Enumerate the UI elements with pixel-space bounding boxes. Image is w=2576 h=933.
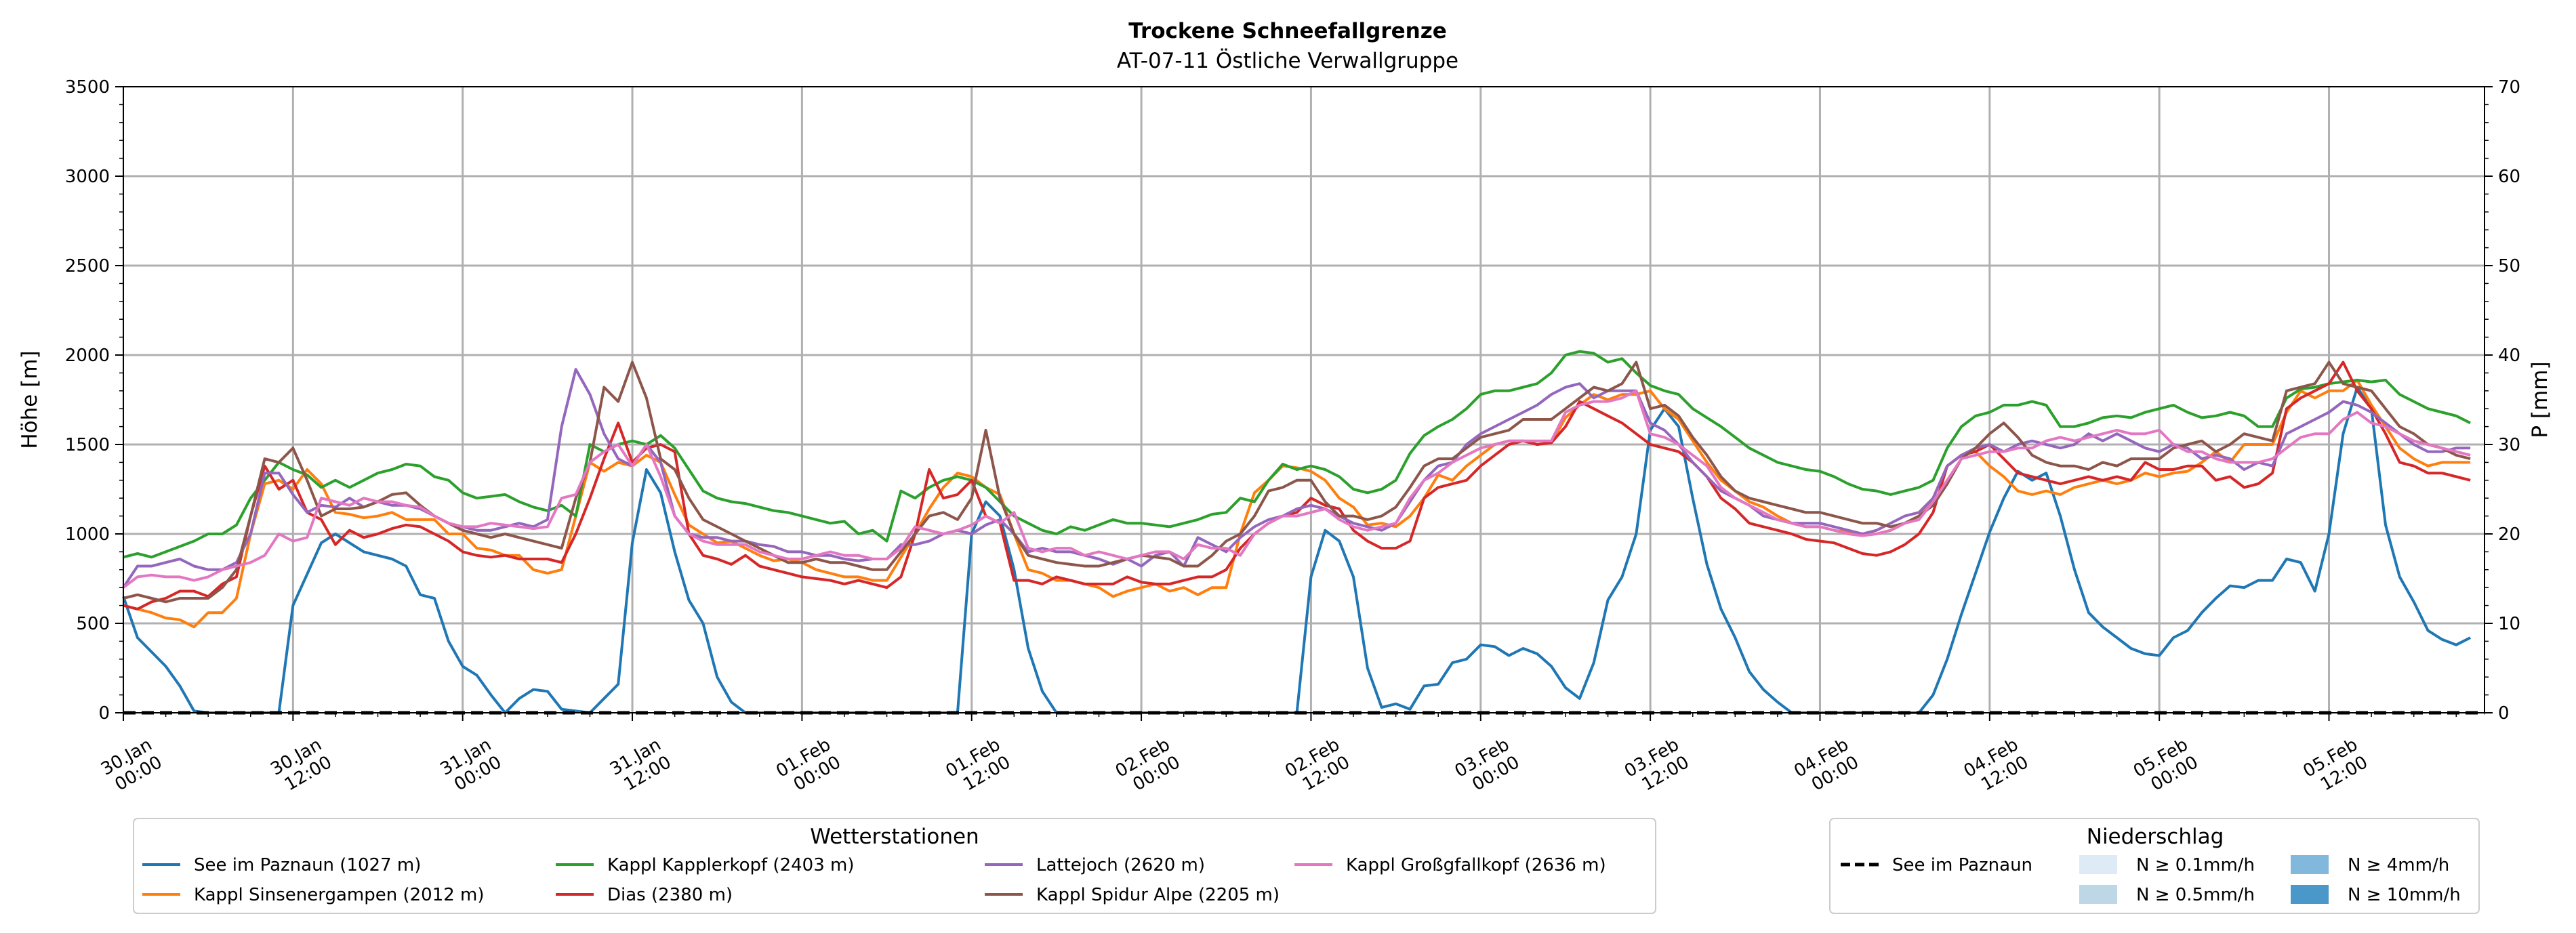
legend-label-6: Kappl Spidur Alpe (2205 m) xyxy=(1036,885,1280,905)
y2-tick-label: 40 xyxy=(2498,346,2520,366)
y-tick-label: 2500 xyxy=(65,256,110,276)
y2-tick-label: 50 xyxy=(2498,256,2520,276)
precip-swatch-2 xyxy=(2079,885,2117,904)
precip-label-3: N ≥ 4mm/h xyxy=(2348,855,2449,875)
precip-label-4: N ≥ 10mm/h xyxy=(2348,885,2461,905)
y-tick-label: 1500 xyxy=(65,435,110,455)
legend-precip-label: See im Paznaun xyxy=(1892,855,2032,875)
precip-label-2: N ≥ 0.5mm/h xyxy=(2136,885,2255,905)
precip-swatch-4 xyxy=(2291,885,2329,904)
y-tick-label: 500 xyxy=(76,614,110,634)
legend-precip: Niederschlag See im Paznaun N ≥ 0.1mm/h N… xyxy=(1829,818,2480,914)
legend-label-2: Kappl Sinsenergampen (2012 m) xyxy=(194,885,485,905)
y-tick-label: 3500 xyxy=(65,77,110,98)
precip-label-1: N ≥ 0.1mm/h xyxy=(2136,855,2255,875)
legend-label-4: Dias (2380 m) xyxy=(607,885,733,905)
y-axis-left: 0 500 1000 1500 2000 2500 3000 3500 xyxy=(65,77,123,724)
series-line-7 xyxy=(122,389,2471,589)
legend-label-3: Kappl Kapplerkopf (2403 m) xyxy=(607,855,854,875)
y2-tick-label: 60 xyxy=(2498,167,2520,187)
y-axis-right: 0 10 20 30 40 50 60 70 xyxy=(2485,77,2520,724)
legend-stations-title: Wetterstationen xyxy=(810,825,979,849)
y-tick-label: 2000 xyxy=(65,346,110,366)
chart-title: Trockene Schneefallgrenze xyxy=(1128,19,1447,43)
y2-tick-label: 70 xyxy=(2498,77,2520,98)
precip-swatch-1 xyxy=(2079,855,2117,874)
series-line-1 xyxy=(122,386,2472,714)
series-layer xyxy=(122,350,2472,714)
y-tick-label: 3000 xyxy=(65,167,110,187)
x-tick-label: 05.Feb00:00 xyxy=(2130,734,2202,800)
y-tick-label: 1000 xyxy=(65,524,110,545)
legend-label-7: Kappl Großgfallkopf (2636 m) xyxy=(1346,855,1606,875)
legend-label-5: Lattejoch (2620 m) xyxy=(1036,855,1205,875)
grid-lines xyxy=(123,87,2485,713)
y-axis-label: Höhe [m] xyxy=(18,350,42,449)
series-line-4 xyxy=(123,360,2471,610)
y2-tick-label: 30 xyxy=(2498,435,2520,455)
y-tick-label: 0 xyxy=(98,703,110,724)
legend-label-1: See im Paznaun (1027 m) xyxy=(194,855,421,875)
series-line-3 xyxy=(123,350,2472,559)
y2-tick-label: 0 xyxy=(2498,703,2510,724)
series-line-2 xyxy=(123,379,2471,629)
plot-frame xyxy=(123,86,2485,713)
y2-tick-label: 10 xyxy=(2498,614,2520,634)
legend-stations: Wetterstationen See im Paznaun (1027 m) K… xyxy=(133,818,1656,914)
x-tick-label: 03.Feb12:00 xyxy=(1621,734,1693,800)
y2-axis-label: P [mm] xyxy=(2528,361,2552,438)
y2-tick-label: 20 xyxy=(2498,524,2520,545)
legend-precip-title: Niederschlag xyxy=(2087,825,2224,849)
series-line-6 xyxy=(123,360,2471,604)
chart-subtitle: AT-07-11 Östliche Verwallgruppe xyxy=(1117,48,1458,73)
precip-swatch-3 xyxy=(2291,855,2329,874)
